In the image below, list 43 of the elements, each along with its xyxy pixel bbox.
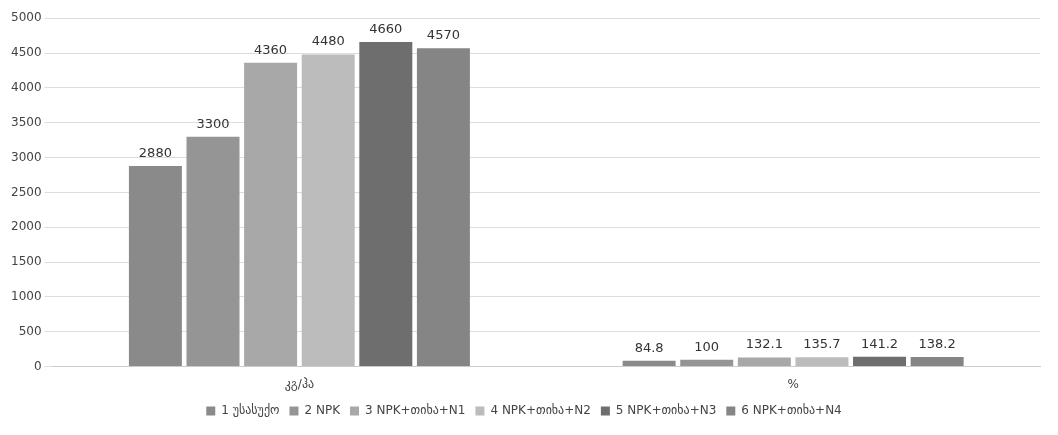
- bar: [359, 41, 413, 367]
- data-label: 4360: [254, 41, 288, 57]
- x-tick-label: კგ/ჰა: [284, 376, 315, 391]
- bar: [737, 357, 791, 367]
- bar: [910, 356, 964, 367]
- bar: [853, 356, 907, 367]
- bar: [680, 359, 734, 367]
- bar: [795, 357, 849, 367]
- y-tick-label: 4000: [10, 80, 42, 94]
- data-label: 84.8: [634, 339, 664, 355]
- y-tick-label: 1500: [10, 254, 42, 269]
- bar: [301, 54, 355, 367]
- y-tick-label: 3000: [10, 149, 42, 164]
- y-tick-label: 1000: [10, 289, 42, 304]
- bar: [416, 48, 470, 367]
- data-label: 4480: [311, 33, 345, 49]
- data-label: 3300: [196, 115, 230, 131]
- data-label: 100: [694, 338, 720, 354]
- y-tick-label: 500: [18, 323, 42, 338]
- legend-label: 6 NPK+თიხა+N4: [741, 403, 842, 418]
- y-tick-label: 3500: [10, 114, 42, 129]
- data-label: 135.7: [803, 336, 841, 352]
- bar: [244, 62, 298, 367]
- bar: [128, 165, 182, 367]
- legend-label: 1 უსასუქო: [221, 403, 280, 418]
- data-label: 141.2: [860, 335, 899, 351]
- bar: [622, 360, 676, 367]
- data-label: 138.2: [918, 335, 956, 351]
- y-tick-label: 0: [33, 358, 42, 373]
- data-label: 4660: [369, 20, 403, 36]
- legend-label: 5 NPK+თიხა+N3: [615, 403, 717, 418]
- legend-label: 2 NPK: [304, 403, 342, 418]
- y-tick-label: 5000: [10, 10, 42, 25]
- data-label: 4570: [426, 27, 460, 43]
- data-label: 2880: [138, 144, 172, 160]
- y-tick-label: 4500: [10, 45, 42, 60]
- y-tick-label: 2000: [10, 219, 42, 234]
- legend-label: 4 NPK+თიხა+N2: [490, 403, 591, 418]
- x-tick-label: %: [787, 376, 799, 391]
- data-label: 132.1: [745, 336, 783, 352]
- bar: [186, 136, 240, 367]
- legend-label: 3 NPK+თიხა+N1: [365, 403, 466, 418]
- y-tick-label: 2500: [10, 184, 42, 199]
